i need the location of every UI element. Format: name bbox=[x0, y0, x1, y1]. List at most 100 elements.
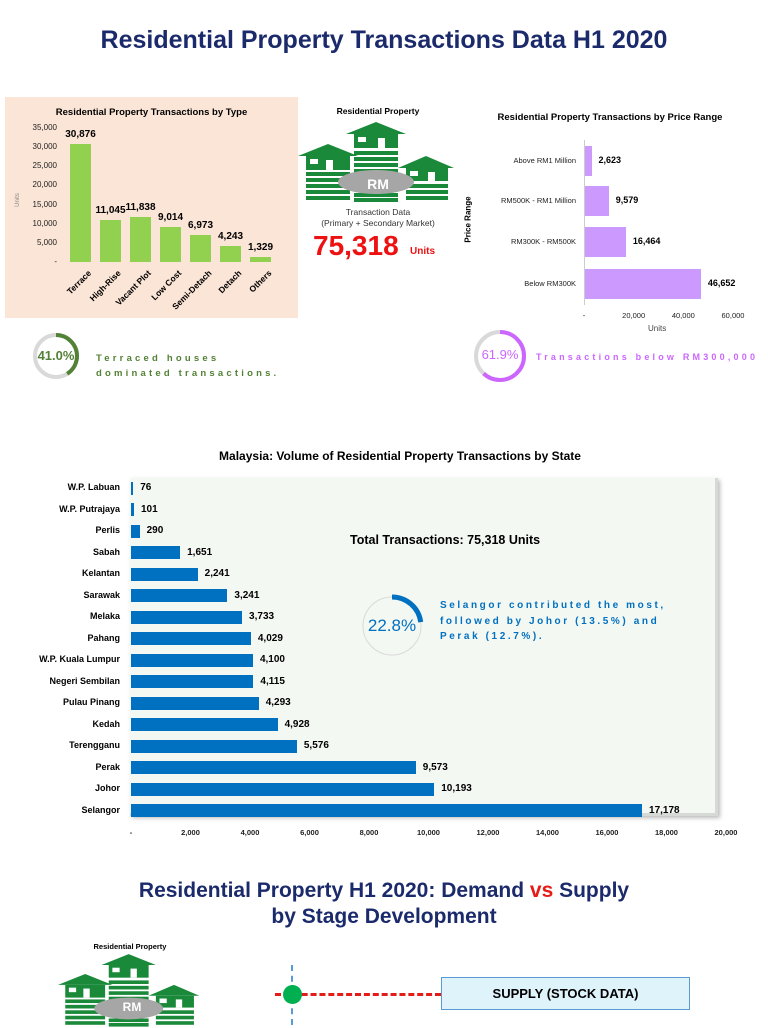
state-chart-xtick: 14,000 bbox=[536, 828, 559, 837]
state-chart-category: W.P. Labuan bbox=[67, 482, 120, 492]
below300k-note: Transactions below RM300,000 bbox=[536, 352, 759, 362]
state-chart-category: Perlis bbox=[95, 525, 120, 535]
state-chart-xtick: 10,000 bbox=[417, 828, 440, 837]
type-chart: - 5,000 10,000 15,000 20,000 25,000 30,000 35,0… bbox=[5, 97, 298, 318]
logo-label: Residential Property bbox=[336, 106, 420, 116]
type-chart-data-label: 9,014 bbox=[157, 212, 184, 224]
type-chart-bar bbox=[70, 143, 91, 262]
terrace-percent: 41.0% bbox=[37, 348, 75, 363]
type-chart-ytick: 25,000 bbox=[32, 161, 57, 171]
type-chart-bar bbox=[250, 256, 271, 262]
below300k-percent: 61.9% bbox=[481, 347, 519, 362]
state-chart-category: W.P. Putrajaya bbox=[59, 503, 120, 514]
type-chart-data-label: 6,973 bbox=[187, 220, 214, 232]
type-chart-bar bbox=[160, 227, 181, 262]
terrace-donut bbox=[33, 333, 79, 379]
price-chart-ylabel: Price Range bbox=[463, 196, 473, 243]
type-chart-data-label: 30,876 bbox=[65, 128, 96, 140]
state-chart-category: Kelantan bbox=[81, 568, 120, 578]
selangor-percent: 22.8% bbox=[367, 616, 417, 635]
price-chart-bar bbox=[585, 227, 626, 257]
section2-title-part1: Residential Property H1 2020: Demand bbox=[138, 879, 530, 902]
type-chart-data-label: 11,045 bbox=[95, 204, 126, 216]
price-chart-ytick: RM300K - RM500K bbox=[510, 237, 576, 246]
state-total: Total Transactions: 75,318 Units bbox=[350, 533, 541, 547]
type-chart-bar bbox=[130, 216, 151, 262]
type-chart-bar bbox=[220, 245, 241, 262]
state-chart-category: Johor bbox=[94, 783, 120, 793]
state-chart-category: Melaka bbox=[89, 611, 120, 621]
type-chart-bar bbox=[190, 235, 211, 262]
state-chart-category: Sarawak bbox=[83, 589, 120, 600]
state-chart-category: Pulau Pinang bbox=[62, 697, 120, 707]
type-chart-xtick: Others bbox=[246, 268, 274, 295]
state-chart-category: Selangor bbox=[81, 804, 120, 815]
state-chart-xtick: - bbox=[129, 828, 133, 837]
state-chart-category: Pahang bbox=[87, 632, 120, 643]
type-chart-ytick: 5,000 bbox=[36, 237, 57, 247]
section2-logo-label: Residential Property bbox=[93, 942, 167, 951]
section2-title-vs: vs bbox=[529, 879, 554, 902]
section2-title: Residential Property H1 2020: Demand vs … bbox=[0, 879, 768, 903]
price-chart-xlabel: Units bbox=[648, 324, 667, 333]
state-chart-category: Negeri Sembilan bbox=[49, 675, 120, 686]
type-chart-xtick: Detach bbox=[215, 268, 244, 296]
state-chart-title: Malaysia: Volume of Residential Property… bbox=[219, 449, 581, 463]
type-chart-data-label: 4,243 bbox=[217, 230, 244, 242]
section2-title-line2: by Stage Development bbox=[271, 905, 497, 928]
type-chart-panel: Residential Property Transactions by Typ… bbox=[5, 97, 298, 318]
type-chart-bar bbox=[100, 219, 121, 262]
state-chart-xtick: 18,000 bbox=[655, 828, 678, 837]
logo-rm-text: RM bbox=[367, 176, 389, 192]
state-chart-category: W.P. Kuala Lumpur bbox=[39, 654, 120, 664]
section2-logo-rm: RM bbox=[122, 1000, 142, 1014]
timeline-connector bbox=[275, 993, 441, 996]
type-chart-data-label: 11,838 bbox=[125, 201, 156, 213]
selangor-note: Selangor contributed the most, followed … bbox=[440, 600, 666, 642]
section2-title-part2: Supply bbox=[553, 879, 630, 902]
selangor-donut bbox=[360, 594, 424, 658]
caption-line1: Transaction Data bbox=[345, 207, 411, 217]
state-chart-xtick: 8,000 bbox=[359, 828, 379, 837]
below300k-donut bbox=[474, 330, 526, 382]
page-title: Residential Property Transactions Data H… bbox=[100, 26, 668, 54]
price-chart-xtick: 60,000 bbox=[721, 311, 745, 320]
price-chart-xtick: 40,000 bbox=[671, 311, 695, 320]
price-chart-bar bbox=[585, 186, 609, 216]
price-chart-data-label: 46,652 bbox=[707, 278, 736, 288]
price-chart-title: Residential Property Transactions by Pri… bbox=[497, 112, 723, 123]
state-chart-category: Kedah bbox=[92, 718, 120, 729]
timeline-node[interactable] bbox=[283, 985, 302, 1004]
state-chart-xtick: 6,000 bbox=[300, 828, 319, 837]
type-chart-ytick: - bbox=[54, 257, 57, 266]
state-chart-xtick: 16,000 bbox=[595, 828, 619, 837]
type-chart-ytick: 35,000 bbox=[32, 123, 57, 132]
type-chart-data-label: 1,329 bbox=[247, 241, 274, 253]
state-chart-xtick: 4,000 bbox=[240, 828, 260, 837]
caption-line2: (Primary + Secondary Market) bbox=[321, 218, 435, 228]
type-chart-title: Residential Property Transactions by Typ… bbox=[55, 107, 248, 118]
type-chart-ytick: 15,000 bbox=[32, 199, 57, 209]
state-chart-category: Sabah bbox=[92, 546, 120, 557]
price-chart-data-label: 2,623 bbox=[598, 155, 622, 165]
house-logo-icon bbox=[298, 122, 454, 202]
total-units-label: Units bbox=[410, 246, 435, 257]
house-logo-small-icon bbox=[58, 954, 200, 1027]
state-chart-panel bbox=[130, 478, 718, 816]
type-chart-ytick: 20,000 bbox=[32, 180, 57, 190]
state-chart-xtick: 12,000 bbox=[476, 828, 500, 837]
state-chart-xtick: 2,000 bbox=[181, 828, 200, 837]
supply-box[interactable]: SUPPLY (STOCK DATA) bbox=[441, 977, 690, 1010]
price-chart-ytick: Below RM300K bbox=[524, 279, 576, 288]
state-chart-category: Terengganu bbox=[69, 740, 120, 750]
state-chart-category: Perak bbox=[95, 761, 120, 772]
price-chart-axis bbox=[584, 140, 585, 305]
price-chart-bar bbox=[585, 269, 701, 299]
price-chart-xtick: 20,000 bbox=[622, 311, 646, 320]
price-chart-data-label: 16,464 bbox=[632, 236, 661, 246]
price-chart-xtick: - bbox=[582, 311, 586, 320]
type-chart-ytick: 30,000 bbox=[32, 142, 57, 152]
price-chart-data-label: 9,579 bbox=[615, 195, 639, 205]
type-chart-ytick: 10,000 bbox=[32, 218, 57, 228]
terrace-note: Terraced houses dominated transactions. bbox=[96, 353, 280, 379]
